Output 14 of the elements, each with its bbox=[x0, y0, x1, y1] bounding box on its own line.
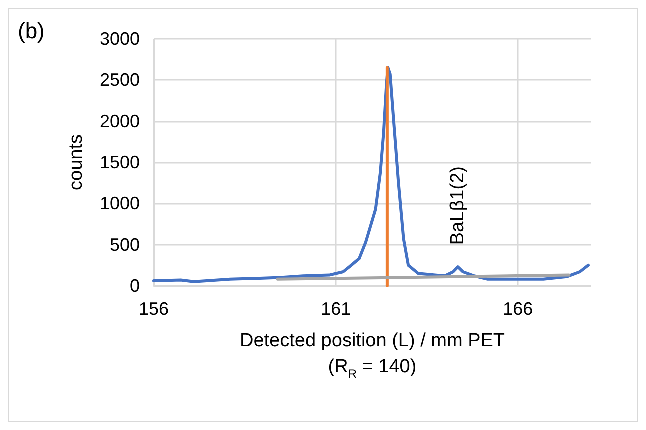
y-tick-label: 3000 bbox=[100, 29, 140, 49]
x-tick-label: 161 bbox=[321, 299, 352, 319]
annotation: BaLβ1(2) bbox=[448, 166, 469, 246]
y-tick-label: 1000 bbox=[100, 194, 140, 214]
line-series bbox=[152, 66, 590, 284]
x-tick-label: 156 bbox=[138, 299, 170, 319]
y-tick-label: 500 bbox=[110, 234, 140, 255]
y-tick-label: 2500 bbox=[100, 70, 140, 90]
y-tick-label: 0 bbox=[130, 276, 140, 296]
x-tick-label: 166 bbox=[503, 299, 534, 319]
y-tick-label: 2000 bbox=[100, 111, 140, 132]
y-axis-title: counts bbox=[66, 134, 87, 190]
y-tick-label: 1500 bbox=[100, 152, 140, 172]
chart-title: (b) bbox=[18, 18, 45, 44]
